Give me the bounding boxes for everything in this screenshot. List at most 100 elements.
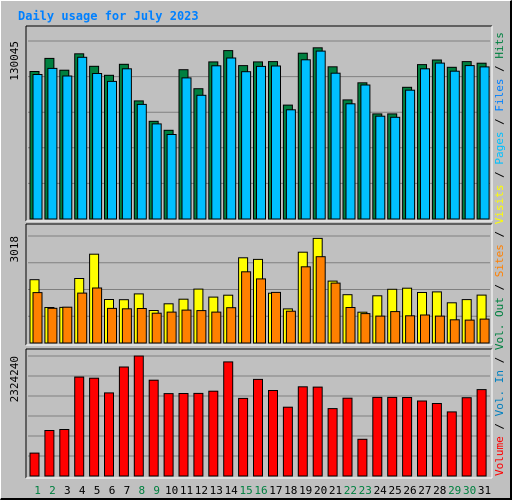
bar-files-day-7	[121, 68, 132, 220]
bar-files-day-30	[464, 65, 475, 220]
bar-volume-day-30	[461, 397, 472, 477]
x-tick-label: 7	[124, 484, 131, 497]
x-tick-label: 20	[314, 484, 327, 497]
legend-item: /	[493, 416, 506, 436]
bar-sites-day-4	[77, 292, 88, 344]
bar-volume-day-20	[312, 386, 323, 477]
bar-sites-day-29	[449, 319, 460, 344]
x-tick-label: 9	[153, 484, 160, 497]
legend-item: /	[493, 165, 506, 185]
bar-files-day-19	[300, 59, 311, 220]
legend-item: Files	[493, 79, 506, 112]
x-tick-label: 1	[34, 484, 41, 497]
bar-sites-day-2	[47, 307, 58, 344]
bar-sites-day-11	[181, 309, 192, 344]
bar-sites-day-7	[121, 308, 132, 344]
x-tick-label: 28	[433, 484, 446, 497]
bar-files-day-27	[420, 68, 430, 220]
bar-volume-day-1	[29, 452, 40, 477]
bar-sites-day-28	[434, 315, 445, 344]
bar-volume-day-21	[327, 408, 338, 477]
bar-volume-day-16	[253, 378, 263, 477]
bar-files-day-31	[479, 66, 490, 220]
bar-volume-day-4	[74, 376, 85, 477]
bar-volume-day-6	[104, 392, 114, 477]
bar-volume-day-23	[357, 438, 368, 477]
x-tick-label: 4	[79, 484, 86, 497]
bar-volume-day-15	[238, 397, 249, 477]
bar-files-day-1	[32, 74, 43, 220]
legend-item: Sites	[493, 244, 506, 277]
bar-files-day-9	[151, 123, 162, 220]
bar-volume-day-3	[59, 429, 70, 477]
bar-files-day-24	[375, 115, 386, 220]
x-tick-label: 26	[403, 484, 416, 497]
bar-files-day-5	[92, 73, 103, 220]
bar-files-day-14	[226, 57, 237, 220]
max-label-bottom: 2324240	[8, 356, 21, 402]
legend-item: Vol. Out	[493, 297, 506, 350]
bar-files-day-3	[62, 75, 73, 220]
x-tick-label: 18	[284, 484, 297, 497]
bar-volume-day-22	[342, 397, 353, 477]
bar-volume-day-13	[208, 390, 219, 477]
bar-sites-day-30	[464, 319, 475, 344]
x-tick-label: 21	[329, 484, 342, 497]
legend-item: Visits	[493, 185, 506, 225]
bar-volume-day-2	[44, 430, 55, 477]
bar-sites-day-23	[360, 313, 371, 344]
chart-title: Daily usage for July 2023	[18, 9, 199, 23]
x-tick-label: 13	[210, 484, 223, 497]
bar-volume-day-5	[89, 377, 100, 477]
bar-files-day-22	[345, 103, 356, 220]
bar-sites-day-14	[226, 307, 237, 344]
bar-files-day-15	[241, 71, 252, 220]
x-tick-label: 14	[225, 484, 239, 497]
legend: Volume / Vol. In / Vol. Out / Sites / Vi…	[493, 32, 506, 476]
bar-sites-day-9	[151, 312, 162, 344]
bar-volume-day-14	[223, 361, 234, 477]
x-tick-label: 29	[448, 484, 461, 497]
x-tick-label: 5	[94, 484, 101, 497]
bar-sites-day-17	[271, 291, 281, 344]
bar-files-day-18	[285, 109, 296, 220]
bar-sites-day-16	[256, 278, 266, 344]
legend-item: Pages	[493, 132, 506, 165]
legend-item: Volume	[493, 436, 506, 476]
legend-item: Vol. In	[493, 370, 506, 416]
bar-files-day-28	[434, 62, 445, 220]
bar-files-day-16	[256, 65, 266, 220]
bar-sites-day-18	[285, 310, 296, 344]
bar-volume-day-28	[431, 403, 442, 477]
legend-item: /	[493, 112, 506, 132]
bar-sites-day-27	[420, 314, 430, 344]
bar-volume-day-8	[133, 355, 144, 477]
legend-item: /	[493, 277, 506, 297]
bar-volume-day-29	[446, 411, 457, 477]
bar-sites-day-21	[330, 282, 341, 344]
x-tick-label: 23	[359, 484, 372, 497]
bar-volume-day-26	[402, 397, 413, 477]
x-tick-label: 30	[463, 484, 476, 497]
bar-sites-day-26	[405, 315, 416, 344]
bar-files-day-4	[77, 56, 88, 220]
max-label-top: 130045	[8, 41, 21, 81]
legend-item: /	[493, 350, 506, 370]
bar-volume-day-18	[282, 406, 293, 477]
bar-volume-day-12	[193, 392, 204, 477]
x-tick-label: 24	[374, 484, 388, 497]
bar-volume-day-24	[372, 396, 383, 477]
bar-files-day-8	[136, 103, 147, 220]
bar-volume-day-9	[148, 379, 159, 477]
bar-files-day-10	[166, 134, 177, 220]
x-tick-label: 6	[109, 484, 116, 497]
max-label-middle: 3018	[8, 236, 21, 263]
x-tick-label: 22	[344, 484, 357, 497]
bar-sites-day-13	[211, 311, 222, 344]
legend-item: /	[493, 224, 506, 244]
bar-files-day-21	[330, 72, 341, 220]
bar-sites-day-1	[32, 292, 43, 344]
x-tick-label: 15	[239, 484, 252, 497]
bar-volume-day-11	[178, 393, 189, 477]
bar-files-day-11	[181, 77, 192, 220]
